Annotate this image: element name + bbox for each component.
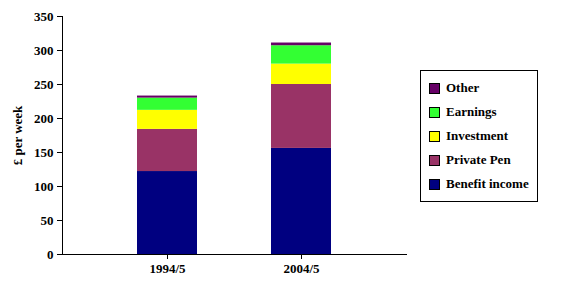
svg-text:£ per week: £ per week xyxy=(10,105,25,165)
svg-text:50: 50 xyxy=(41,213,54,228)
html-text:Other: Other xyxy=(446,80,480,95)
svg-text:150: 150 xyxy=(34,145,54,160)
svg-text:1994/5: 1994/5 xyxy=(149,261,186,276)
html-text:Investment: Investment xyxy=(446,128,509,143)
svg-text:300: 300 xyxy=(34,43,54,58)
svg-text:350: 350 xyxy=(34,9,54,24)
html-text:Earnings: Earnings xyxy=(446,104,497,119)
svg-text:0: 0 xyxy=(47,247,54,262)
svg-text:250: 250 xyxy=(34,77,54,92)
html-text:Private Pen: Private Pen xyxy=(446,152,511,167)
svg-text:200: 200 xyxy=(34,111,54,126)
svg-text:2004/5: 2004/5 xyxy=(283,261,320,276)
html-text:Benefit income: Benefit income xyxy=(446,176,529,191)
svg-text:100: 100 xyxy=(34,179,54,194)
